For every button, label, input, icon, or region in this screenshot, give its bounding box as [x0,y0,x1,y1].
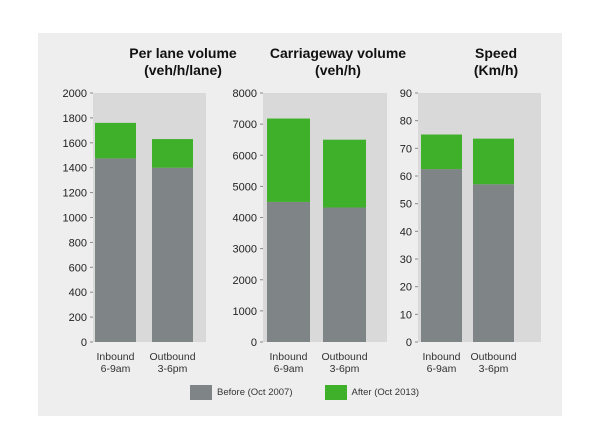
chart-panel: 0 200 400 600 800 1000 1200 1400 1600 1800 2000 Inb… [38,33,562,416]
chart-1-y-tick-4: 800 [69,237,87,249]
legend-swatch-before [190,384,212,400]
charts-canvas: 0200400600800100012001400160018002000Inb… [63,88,541,375]
chart-1-x-label-1-line-2: 6-9am [101,363,131,375]
chart-3-y-tick-3: 30 [400,254,412,266]
chart-1-y-tick-3: 600 [69,262,87,274]
chart-1-title-line-2: (veh/h/lane) [144,62,222,78]
chart-2-bar-before-1 [267,201,310,342]
chart-1-y-tick-2: 400 [69,287,87,299]
chart-1-bar-before-2 [152,167,193,342]
chart-3-y-tick-0: 0 [406,337,412,349]
chart-3-x-label-1-line-1: Inbound [423,351,461,363]
chart-3-title-line-1: Speed [474,45,517,61]
chart-1-y-tick-5: 1000 [63,213,87,225]
chart-2-bar-after-1 [267,118,310,202]
chart-1-y-tick-6: 1200 [63,188,87,200]
chart-3-y-tick-5: 50 [400,199,412,211]
chart-1-bar-before-1 [95,158,136,342]
chart-3-y-tick-9: 90 [400,88,412,100]
chart-3-y-tick-8: 80 [400,116,412,128]
chart-2-y-tick-5: 5000 [233,181,257,193]
chart-2-bar-before-2 [323,207,366,342]
chart-1-y-tick-10: 2000 [63,88,87,100]
chart-2-y-tick-6: 6000 [233,150,257,162]
chart-1-bar-after-2 [152,139,193,168]
legend-label-before: Before (Oct 2007) [217,386,293,398]
chart-2-x-label-1-line-2: 6-9am [274,363,304,375]
chart-3-y-tick-1: 10 [400,309,412,321]
chart-2-x-label-2-line-1: Outbound [321,351,367,363]
chart-2-bar-after-2 [323,139,366,208]
chart-3-x-label-1-line-2: 6-9am [427,363,457,375]
chart-2-y-tick-8: 8000 [233,88,257,100]
chart-1-bar-after-1 [95,122,136,159]
chart-2-title-line-1: Carriageway volume [269,45,407,61]
chart-1-y-tick-0: 0 [81,337,87,349]
chart-1-y-tick-7: 1400 [63,163,87,175]
chart-3-title: Speed (Km/h) [401,45,591,79]
chart-1-x-label-2-line-2: 3-6pm [158,363,188,375]
legend-label-after: After (Oct 2013) [351,386,420,398]
legend: Before (Oct 2007) After (Oct 2013) [190,383,419,401]
chart-3-title-line-2: (Km/h) [473,62,519,78]
chart-3-x-label-2-line-1: Outbound [470,351,516,363]
chart-1-y-tick-1: 200 [69,312,87,324]
chart-3-y-tick-2: 20 [400,282,412,294]
chart-3-y-tick-6: 60 [400,171,412,183]
chart-2-y-tick-0: 0 [251,337,257,349]
chart-3-y-tick-7: 70 [400,143,412,155]
legend-swatch-after [324,384,347,400]
chart-2-x-label-2-line-2: 3-6pm [330,363,360,375]
chart-1-x-label-1-line-1: Inbound [97,351,135,363]
chart-2-y-tick-7: 7000 [233,119,257,131]
chart-3-bar-after-2 [473,138,514,185]
chart-3-x-label-2-line-2: 3-6pm [479,363,509,375]
chart-1-x-label-2-line-1: Outbound [149,351,195,363]
chart-2-y-tick-2: 2000 [233,275,257,287]
chart-2-y-tick-3: 3000 [233,244,257,256]
chart-1-title: Per lane volume (veh/h/lane) [88,45,278,79]
chart-3-bar-after-1 [421,134,462,170]
chart-2-title-line-2: (veh/h) [315,62,361,78]
chart-3-bar-before-2 [473,184,514,342]
chart-1-y-tick-9: 1800 [63,113,87,125]
chart-2-title: Carriageway volume (veh/h) [243,45,433,79]
chart-1-title-line-1: Per lane volume [129,45,237,61]
chart-3-bar-before-1 [421,169,462,342]
chart-2-y-tick-1: 1000 [233,306,257,318]
chart-2-y-tick-4: 4000 [233,213,257,225]
chart-2-x-label-1-line-1: Inbound [270,351,308,363]
chart-1-y-tick-8: 1600 [63,138,87,150]
chart-3-y-tick-4: 40 [400,226,412,238]
